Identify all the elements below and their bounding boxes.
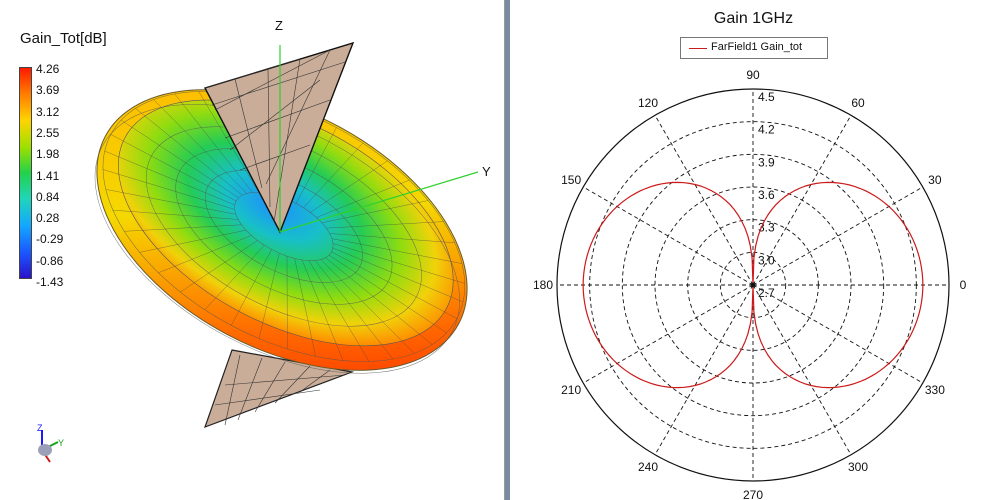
polar-grid-spoke (752, 284, 923, 384)
polar-outer-ring (556, 88, 950, 482)
polar-grid-spoke (752, 284, 852, 455)
chart-title: Gain 1GHz (713, 10, 794, 27)
radial-tick-label: 4.2 (758, 123, 775, 137)
legend-entry: FarField1 Gain_tot (711, 41, 803, 53)
radial-tick-label: 3.9 (758, 155, 775, 169)
triad-y-label: Y (58, 438, 64, 448)
polar-grid-spoke (654, 284, 754, 455)
angle-tick-label: 120 (638, 96, 658, 110)
radial-tick-label: 4.5 (758, 90, 775, 104)
angle-tick-label: 30 (928, 173, 942, 187)
polar-grid-spoke (752, 186, 923, 286)
polar-chart: 03060901201501802102402703003302.73.03.3… (533, 68, 967, 500)
polar-grid-ring (621, 153, 885, 417)
radial-tick-label: 2.7 (758, 286, 775, 300)
polar-grid-spoke (583, 186, 754, 286)
angle-tick-label: 240 (638, 460, 658, 474)
polar-origin (750, 282, 756, 288)
radiation-pattern-3d[interactable]: Z Y Z Y (0, 0, 505, 500)
colorbar (19, 67, 32, 279)
polar-grid-spoke (752, 115, 852, 286)
colorbar-tick-label: 2.55 (36, 125, 60, 140)
colorbar-tick-label: 1.98 (36, 147, 60, 162)
chart-legend: FarField1 Gain_tot (680, 37, 828, 59)
z-axis-label: Z (275, 18, 283, 33)
torus-pattern (94, 89, 468, 374)
colorbar-tick-label: 0.84 (36, 189, 60, 204)
colorbar-tick-label: -1.43 (36, 275, 64, 289)
polar-plot-panel[interactable]: Gain 1GHz FarField1 Gain_tot 0 30 60 90 120 1… (510, 0, 997, 500)
colorbar-tick-label: 3.12 (36, 104, 60, 119)
polar-grid-ring (719, 251, 787, 319)
colorbar-tick-label: -0.86 (36, 253, 64, 268)
triad-z-label: Z (37, 423, 43, 433)
colorbar-tick-label: 3.69 (36, 83, 60, 98)
angle-tick-label: 0 (960, 278, 967, 292)
orientation-triad: Z Y (37, 423, 64, 463)
3d-view-panel[interactable]: Gain_Tot[dB] 4.26 3.69 3.12 2.55 1.98 1.41 0.8… (0, 0, 505, 500)
angle-tick-label: 210 (561, 383, 581, 397)
radial-tick-label: 3.6 (758, 188, 775, 202)
colorbar-tick-label: -0.29 (36, 232, 64, 247)
panel-splitter[interactable] (505, 0, 510, 500)
angle-tick-label: 60 (851, 96, 865, 110)
colorbar-title: Gain_Tot[dB] (20, 30, 107, 47)
angle-tick-label: 330 (925, 383, 945, 397)
angle-tick-label: 180 (533, 278, 553, 292)
series-line-gain-tot (582, 181, 924, 389)
colorbar-tick-label: 0.28 (36, 211, 60, 226)
radial-tick-label: 3.0 (758, 253, 775, 267)
angle-tick-label: 90 (746, 68, 760, 82)
angle-tick-label: 300 (848, 460, 868, 474)
polar-grid-spoke (583, 284, 754, 384)
colorbar-tick-label: 1.41 (36, 168, 60, 183)
y-axis-label: Y (482, 164, 491, 179)
angle-tick-label: 150 (561, 173, 581, 187)
legend-swatch (689, 48, 707, 49)
colorbar-tick-label: 4.26 (36, 62, 60, 76)
polar-grid-spoke (654, 115, 754, 286)
angle-tick-label: 270 (743, 488, 763, 500)
y-axis-line (279, 171, 479, 233)
